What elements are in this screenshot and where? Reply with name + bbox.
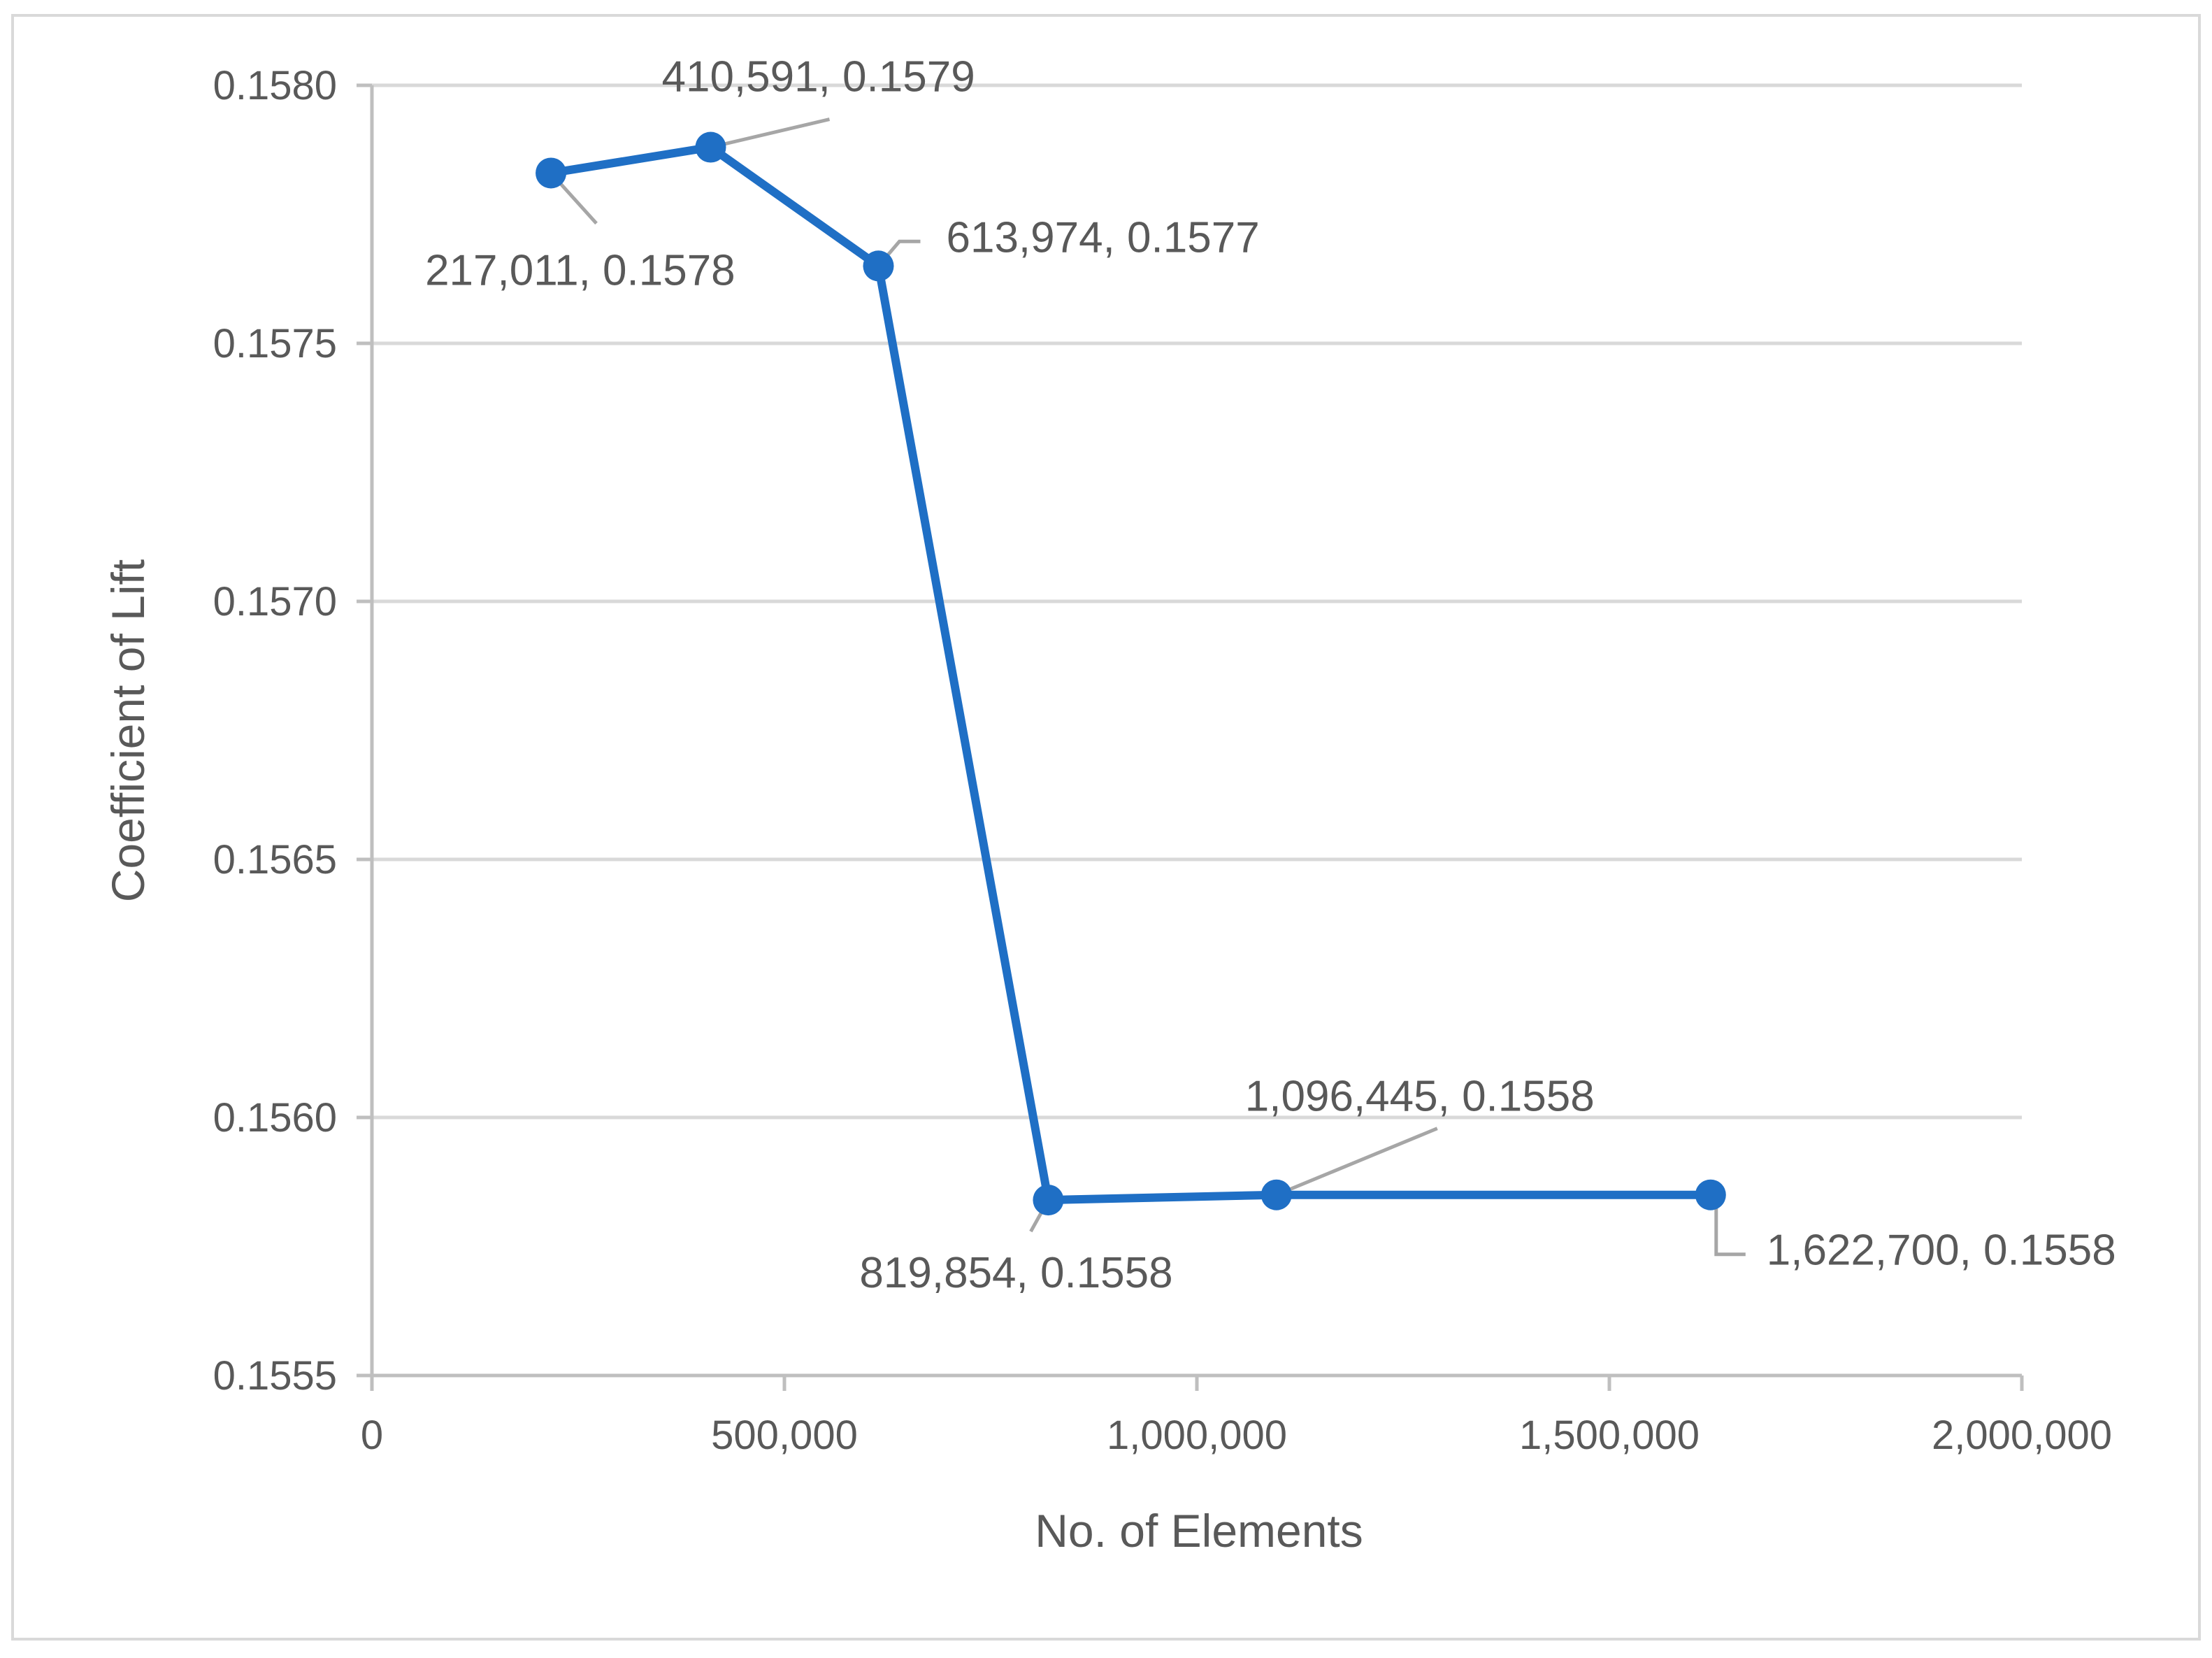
data-point	[1033, 1185, 1064, 1216]
axes: 0.1555 0.1560 0.1565 0.1570 0.1575 0.1580 0 500…	[213, 63, 2112, 1458]
x-tick-label: 500,000	[711, 1413, 858, 1458]
data-point	[536, 157, 567, 189]
x-axis-title: No. of Elements	[1035, 1505, 1363, 1557]
y-tick-label: 0.1575	[213, 321, 337, 366]
y-tick-label: 0.1560	[213, 1095, 337, 1141]
data-label: 410,591, 0.1579	[661, 53, 975, 101]
y-tick-label: 0.1555	[213, 1353, 337, 1399]
y-tick-label: 0.1570	[213, 579, 337, 624]
series-layer	[536, 131, 1726, 1216]
gridlines	[372, 83, 2022, 1120]
x-tick-label: 1,000,000	[1107, 1413, 1287, 1458]
leader-line	[1275, 1127, 1438, 1197]
data-label: 217,011, 0.1578	[425, 246, 735, 294]
data-point	[1261, 1179, 1292, 1210]
data-labels: 217,011, 0.1578 410,591, 0.1579 613,974, 0…	[425, 53, 2116, 1298]
y-tick-label: 0.1580	[213, 63, 337, 108]
data-point	[695, 131, 726, 163]
series-line	[547, 143, 1715, 1205]
x-tick-label: 2,000,000	[1932, 1413, 2112, 1458]
data-label: 819,854, 0.1558	[859, 1249, 1172, 1297]
data-label: 1,622,700, 0.1558	[1767, 1227, 2116, 1275]
chart-border	[11, 14, 2201, 1641]
leader-line	[710, 117, 831, 149]
data-point	[863, 250, 894, 282]
data-label: 1,096,445, 0.1558	[1245, 1073, 1595, 1121]
y-tick-label: 0.1565	[213, 837, 337, 882]
data-label: 613,974, 0.1577	[946, 213, 1259, 262]
data-point	[1695, 1179, 1726, 1210]
y-axis-title: Coefficient of Lift	[102, 559, 154, 902]
x-tick-label: 0	[361, 1413, 383, 1458]
x-tick-label: 1,500,000	[1519, 1413, 1700, 1458]
